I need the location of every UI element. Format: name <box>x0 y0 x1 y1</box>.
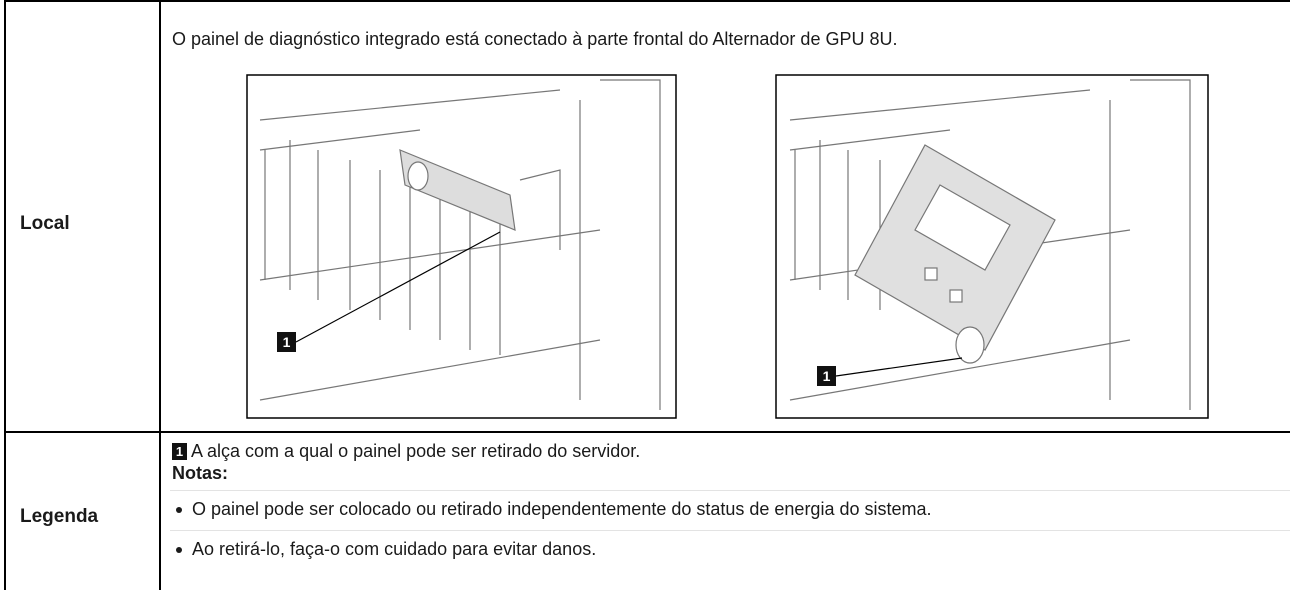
border <box>159 0 161 590</box>
description: O painel de diagnóstico integrado está c… <box>172 29 898 49</box>
row-header: Local <box>20 213 70 234</box>
border <box>4 0 6 590</box>
border <box>4 431 1290 433</box>
note: Ao retirá-lo, faça-o com cuidado para ev… <box>192 539 597 559</box>
legend-text: A alça com a qual o painel pode ser reti… <box>191 441 641 461</box>
bullet <box>176 507 182 513</box>
notes-title: Notas: <box>172 463 229 483</box>
border <box>4 0 1290 2</box>
callout: 1 <box>823 368 831 384</box>
separator <box>170 530 1290 531</box>
illustrations: 1 1 <box>246 74 1209 419</box>
separator <box>170 490 1290 491</box>
note: O painel pode ser colocado ou retirado i… <box>192 499 932 519</box>
callout: 1 <box>172 443 187 460</box>
bullet <box>176 547 182 553</box>
legend: 1 A alça com a qual o painel pode ser re… <box>172 441 640 462</box>
callout: 1 <box>283 334 291 350</box>
row-header: Legenda <box>20 506 99 527</box>
